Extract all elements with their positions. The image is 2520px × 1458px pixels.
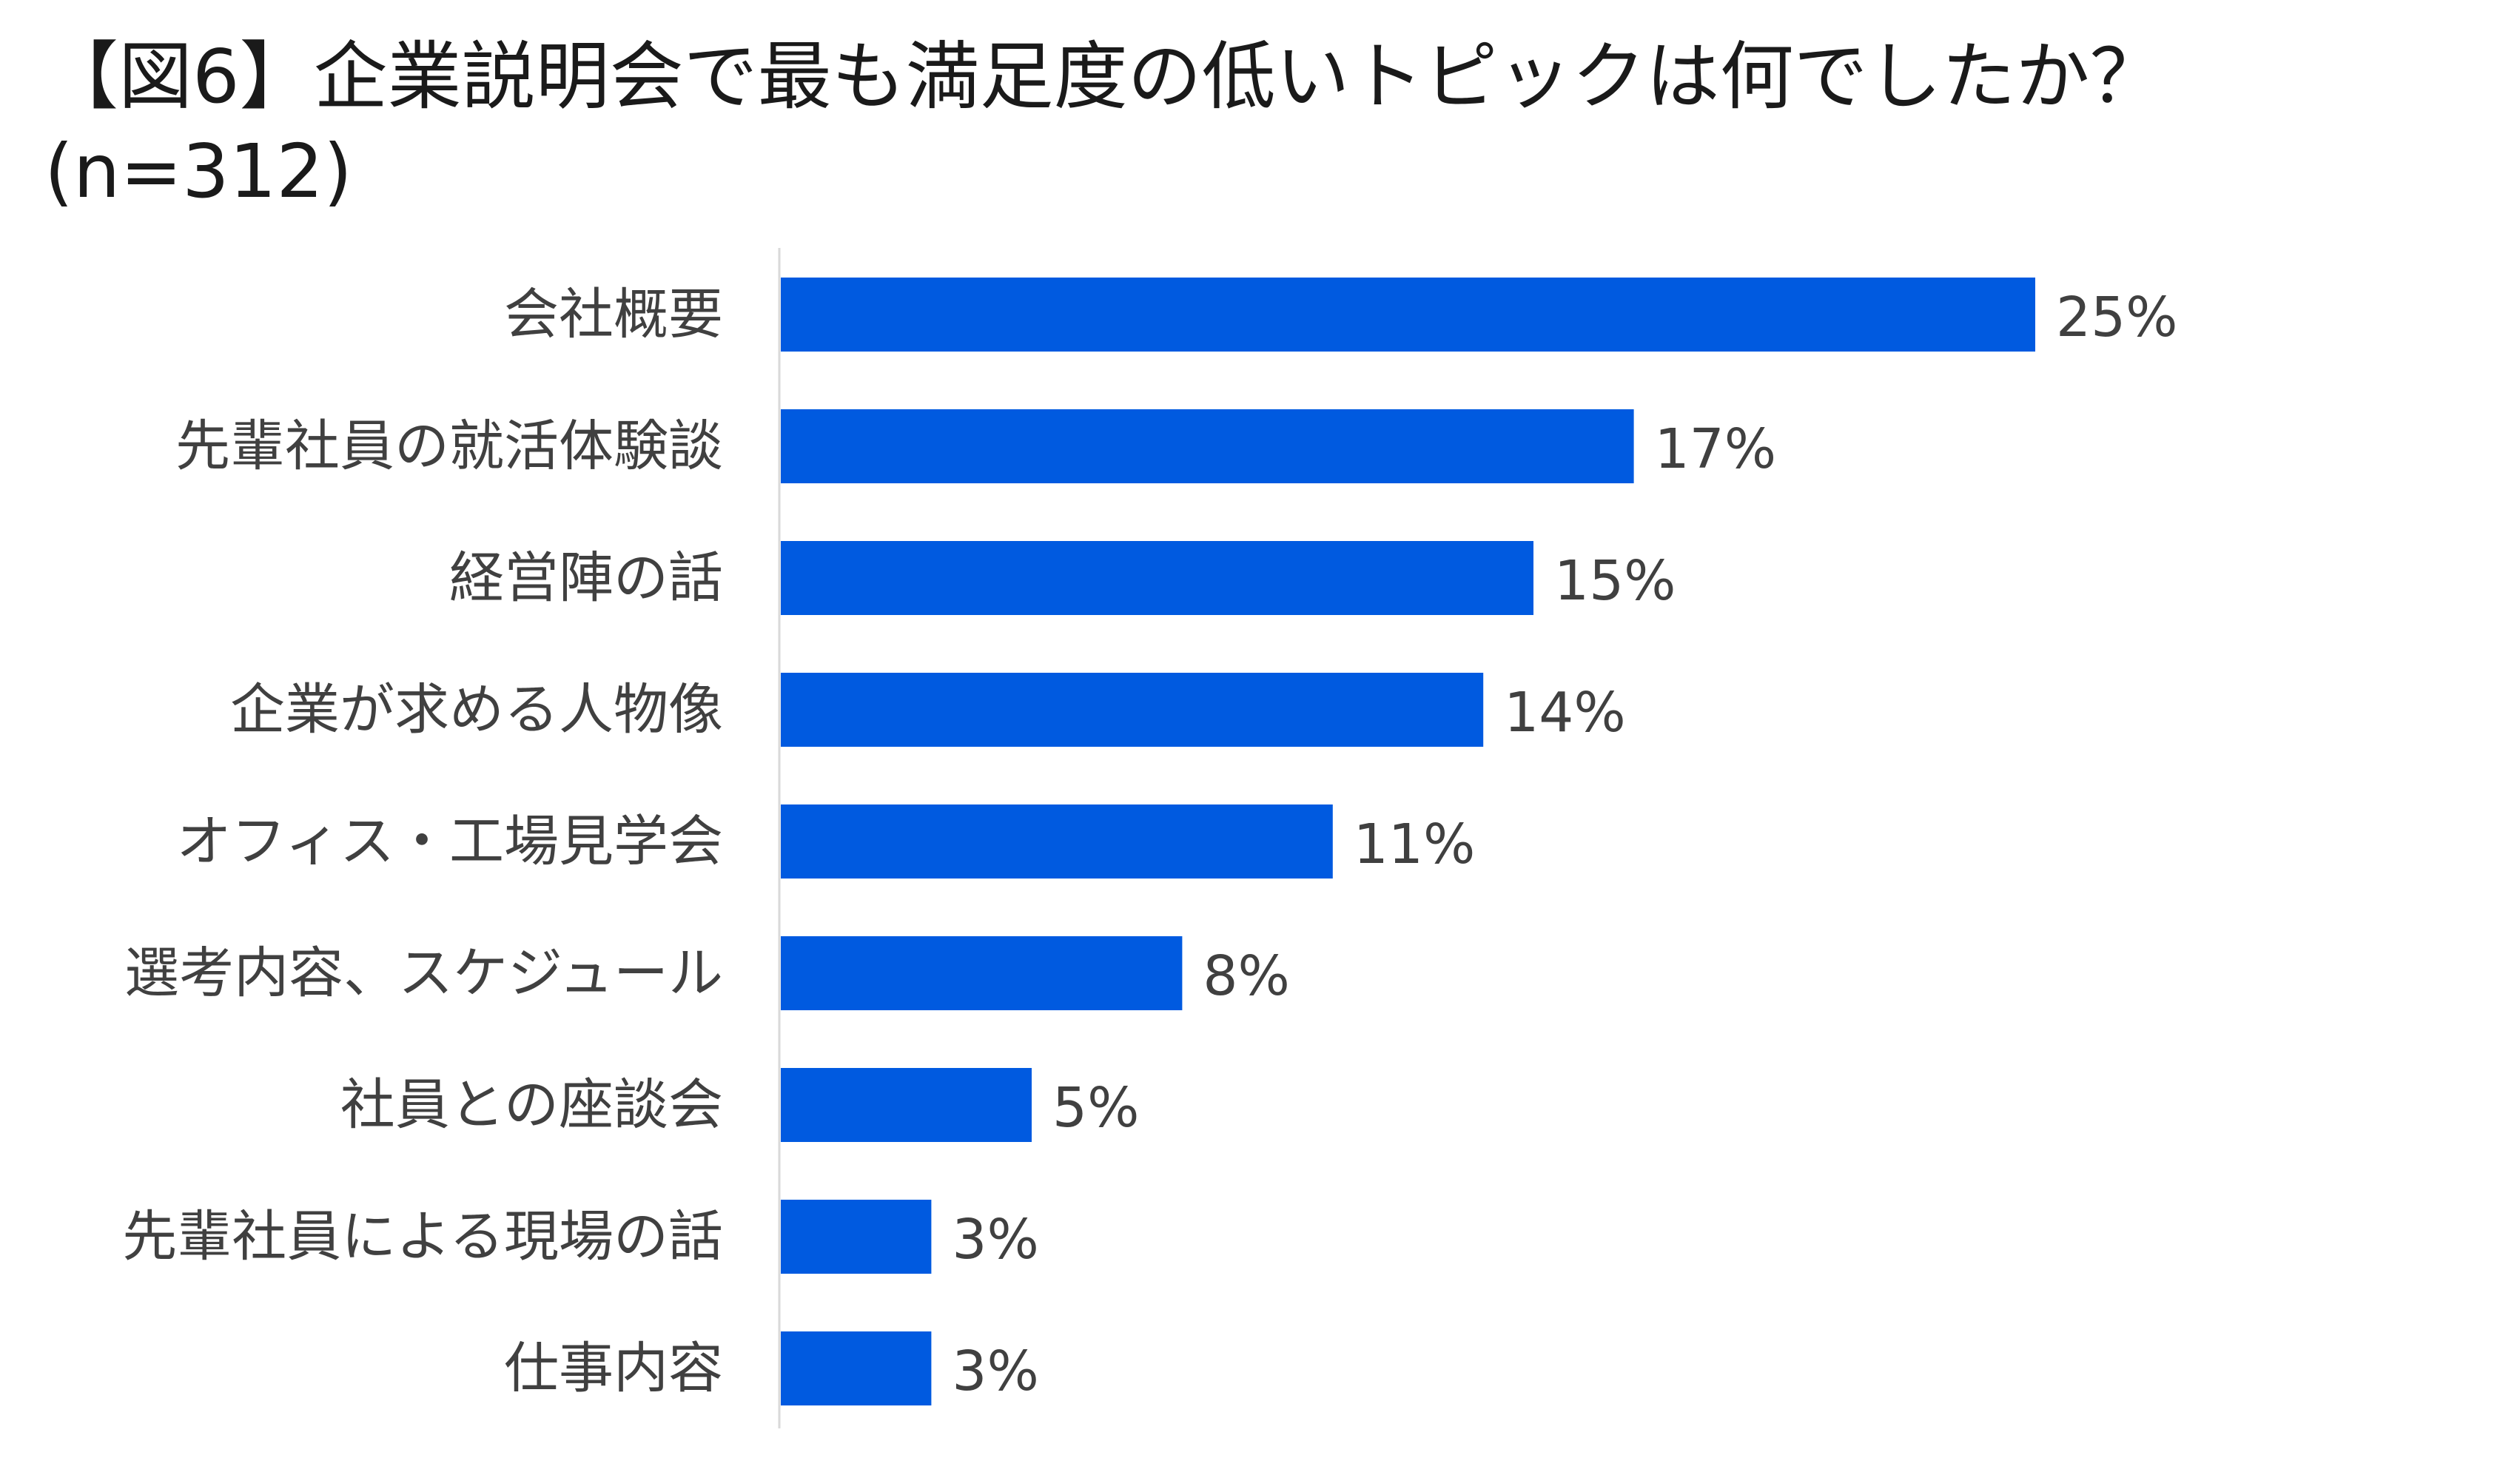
category-label-5: オフィス・工場見学会 [176, 810, 723, 873]
bar-3 [781, 541, 1533, 615]
category-label-3: 経営陣の話 [449, 546, 723, 610]
bar-5 [781, 804, 1333, 879]
chart-title: 【図6】企業説明会で最も満足度の低いトピックは何でしたか？ (n=312) [44, 30, 2164, 219]
bar-4 [781, 673, 1484, 747]
bar-6 [781, 936, 1183, 1010]
bar-7 [781, 1068, 1032, 1142]
value-label-7: 5% [1052, 1076, 1139, 1140]
category-label-2: 先輩社員の就活体験談 [175, 414, 723, 478]
bars-group [781, 278, 2035, 1405]
bar-8 [781, 1200, 932, 1274]
value-label-1: 25% [2056, 286, 2177, 349]
category-labels-group: 会社概要先輩社員の就活体験談経営陣の話企業が求める人物像オフィス・工場見学会選考… [122, 283, 723, 1400]
bar-9 [781, 1331, 932, 1405]
bar-1 [781, 278, 2035, 352]
category-label-6: 選考内容、スケジュール [124, 941, 723, 1005]
value-label-5: 11% [1354, 813, 1475, 876]
value-label-3: 15% [1554, 549, 1676, 613]
category-label-9: 仕事内容 [504, 1337, 723, 1400]
category-label-7: 社員との座談会 [340, 1073, 723, 1137]
value-label-6: 8% [1203, 944, 1289, 1008]
category-label-1: 会社概要 [504, 283, 723, 346]
value-labels-group: 25% 17% 15% 14% 11% 8% 5% 3% 3% [952, 286, 2177, 1403]
value-label-8: 3% [952, 1208, 1038, 1271]
chart-title-main: 【図6】企業説明会で最も満足度の低いトピックは何でしたか？ [44, 33, 2164, 120]
chart-subtitle: (n=312) [44, 128, 353, 215]
bar-2 [781, 409, 1634, 483]
category-label-8: 先輩社員による現場の話 [122, 1205, 723, 1269]
value-label-9: 3% [952, 1340, 1038, 1403]
value-label-2: 17% [1655, 417, 1776, 481]
category-label-4: 企業が求める人物像 [230, 678, 723, 742]
value-label-4: 14% [1504, 681, 1625, 745]
